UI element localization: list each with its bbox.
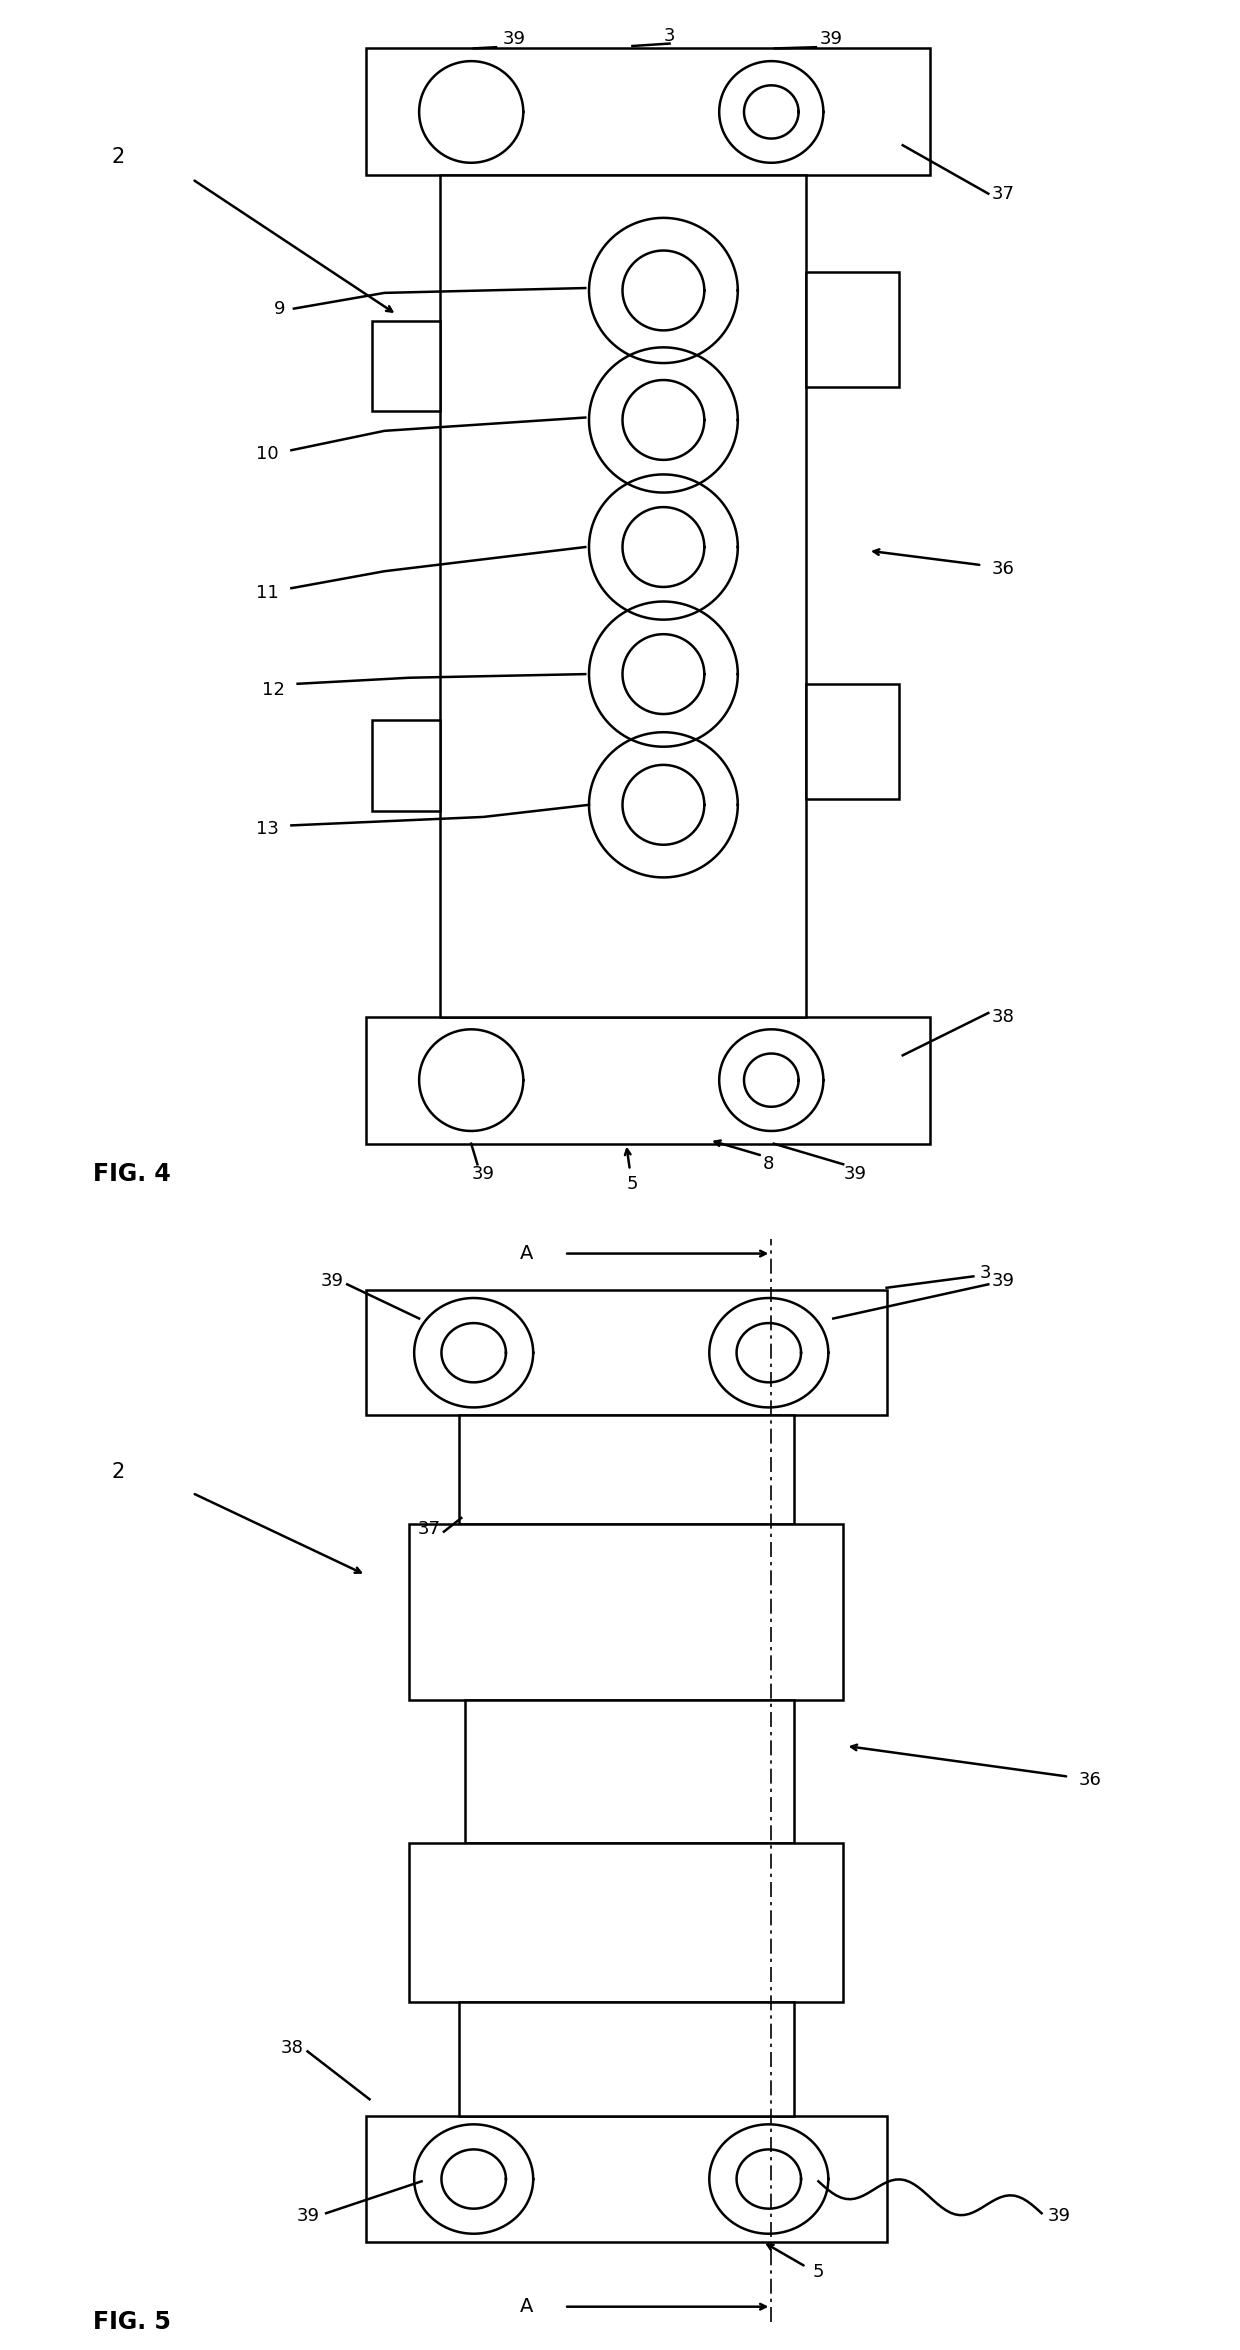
Bar	[366, 1018, 930, 1144]
Text: 36: 36	[992, 559, 1014, 578]
Bar	[372, 320, 440, 411]
Text: 10: 10	[257, 444, 279, 463]
Text: 39: 39	[992, 1271, 1016, 1290]
Text: 3: 3	[980, 1264, 991, 1283]
Bar	[366, 2117, 887, 2242]
Bar	[806, 684, 899, 799]
Text: 37: 37	[992, 186, 1016, 202]
Bar	[440, 176, 806, 1018]
Text: 8: 8	[763, 1156, 775, 1173]
Text: 2: 2	[112, 1462, 124, 1483]
Text: 39: 39	[320, 1271, 343, 1290]
Text: 13: 13	[257, 820, 279, 839]
Text: 37: 37	[417, 1520, 440, 1539]
Bar	[806, 273, 899, 388]
Text: 2: 2	[112, 148, 124, 167]
Text: FIG. 5: FIG. 5	[93, 2310, 171, 2334]
Text: 38: 38	[281, 2040, 304, 2056]
Bar	[409, 1842, 843, 2002]
Text: 5: 5	[626, 1175, 639, 1191]
Text: 39: 39	[1048, 2207, 1071, 2225]
Text: 39: 39	[472, 1166, 495, 1182]
Bar	[465, 1701, 794, 1842]
Text: 5: 5	[812, 2263, 823, 2282]
Text: 39: 39	[820, 31, 842, 47]
Bar	[459, 1415, 794, 1523]
Text: A: A	[520, 2298, 533, 2317]
Text: 3: 3	[663, 28, 676, 45]
Bar	[372, 719, 440, 811]
Text: 12: 12	[263, 682, 285, 698]
Bar	[459, 2002, 794, 2117]
Bar	[366, 1290, 887, 1415]
Text: 38: 38	[992, 1008, 1014, 1025]
Text: 39: 39	[503, 31, 526, 47]
Text: A: A	[520, 1243, 533, 1262]
Text: 36: 36	[1079, 1772, 1101, 1788]
Text: FIG. 4: FIG. 4	[93, 1161, 171, 1187]
Text: 11: 11	[257, 585, 279, 602]
Text: 9: 9	[274, 298, 285, 317]
Bar	[409, 1523, 843, 1701]
Bar	[366, 49, 930, 176]
Text: 39: 39	[296, 2207, 320, 2225]
Text: 39: 39	[844, 1166, 867, 1182]
